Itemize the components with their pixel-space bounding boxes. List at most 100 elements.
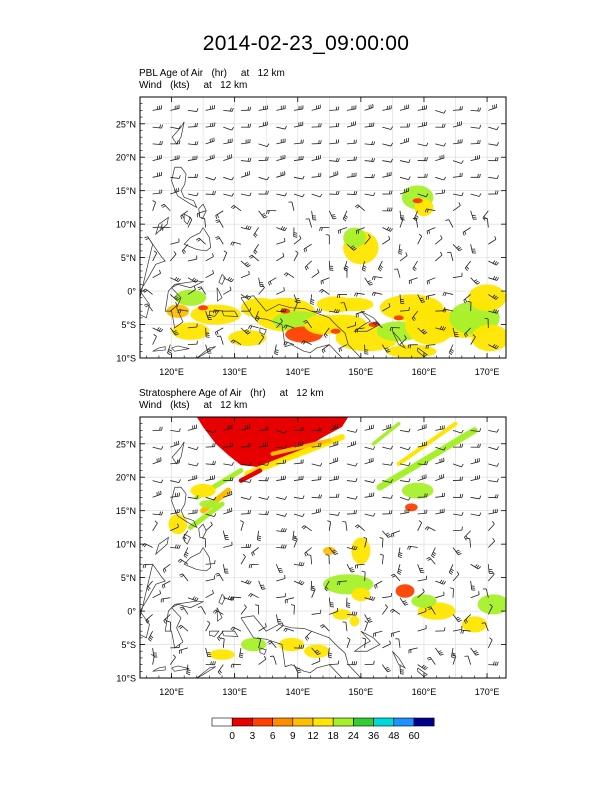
wind-barb-tick	[424, 666, 428, 670]
wind-barb	[409, 277, 418, 281]
wind-barb	[452, 513, 462, 516]
wind-barb-tick	[404, 335, 407, 339]
wind-barb-tick	[337, 493, 340, 498]
wind-barb-tick	[285, 325, 288, 329]
wind-barb-tick	[455, 549, 460, 552]
wind-barb	[205, 140, 215, 145]
coastline	[152, 666, 166, 672]
wind-barb-tick	[479, 107, 481, 112]
wind-barb-tick	[255, 317, 259, 320]
wind-barb-tick	[206, 336, 210, 338]
wind-barb	[240, 174, 250, 178]
wind-barb-tick	[214, 190, 216, 195]
wind-barb-tick	[296, 667, 300, 670]
wind-barb-tick	[398, 552, 403, 555]
wind-barb	[152, 446, 162, 450]
wind-barb-tick	[440, 235, 443, 239]
wind-barb	[470, 336, 476, 345]
wind-barb-tick	[418, 520, 422, 524]
coastline	[155, 216, 169, 236]
tracer-patch	[228, 329, 267, 346]
wind-barb-tick	[212, 460, 214, 465]
wind-barb-tick	[181, 250, 185, 255]
wind-barb-tick	[266, 143, 270, 147]
wind-barb-tick	[479, 139, 481, 144]
panel1-title-line2: Wind (kts) at 12 km	[139, 80, 248, 91]
wind-barb	[452, 547, 459, 556]
wind-barb-tick	[492, 275, 496, 280]
wind-barb-tick	[496, 661, 499, 666]
wind-barb	[311, 107, 321, 111]
wind-barb	[170, 176, 180, 179]
wind-barb	[488, 496, 498, 499]
wind-barb-tick	[328, 654, 332, 657]
wind-barb	[215, 609, 224, 615]
wind-barb	[329, 310, 339, 314]
wind-barb	[240, 160, 250, 162]
wind-barb-tick	[464, 231, 467, 235]
wind-barb-tick	[373, 512, 376, 517]
wind-barb-tick	[284, 430, 287, 434]
wind-barb-tick	[265, 511, 268, 515]
wind-barb-tick	[323, 334, 327, 339]
wind-barb	[276, 478, 286, 481]
wind-barb-tick	[456, 551, 461, 554]
wind-barb-tick	[368, 620, 373, 623]
wind-barb-tick	[281, 622, 284, 626]
wind-barb-tick	[227, 277, 231, 281]
wind-barb-tick	[197, 606, 202, 608]
coastline	[171, 166, 198, 209]
wind-barb	[311, 647, 318, 655]
wind-barb	[343, 302, 348, 312]
wind-barb-tick	[346, 637, 351, 640]
wind-barb-tick	[195, 279, 199, 283]
wind-barb-tick	[284, 544, 287, 549]
wind-barb	[417, 124, 427, 128]
wind-barb-tick	[364, 620, 368, 624]
wind-barb	[187, 478, 197, 481]
wind-barb	[232, 626, 242, 632]
wind-barb	[426, 344, 436, 346]
wind-barb	[373, 630, 383, 634]
wind-barb	[240, 580, 250, 585]
wind-barb-tick	[476, 565, 480, 569]
wind-barb	[470, 193, 480, 197]
wind-barb	[205, 623, 211, 632]
wind-barb-tick	[212, 609, 216, 613]
wind-barb	[417, 477, 427, 481]
wind-barb	[182, 530, 189, 539]
wind-barb-tick	[325, 554, 330, 556]
wind-barb-tick	[314, 649, 319, 653]
wind-barb-tick	[249, 106, 251, 111]
wind-barb	[399, 512, 409, 515]
wind-barb-tick	[261, 588, 266, 590]
coastline	[183, 547, 212, 572]
coastline	[171, 665, 190, 672]
wind-barb-tick	[475, 280, 479, 284]
wind-barb-tick	[250, 564, 253, 569]
wind-barb-tick	[427, 658, 432, 661]
wind-barb	[170, 294, 178, 301]
wind-barb-tick	[274, 353, 278, 356]
wind-barb-tick	[159, 124, 162, 129]
coastline	[218, 274, 226, 285]
wind-barb	[435, 460, 445, 465]
wind-barb	[357, 524, 365, 532]
wind-barb	[452, 327, 456, 337]
wind-barb-tick	[167, 350, 172, 354]
wind-barb	[223, 126, 232, 131]
wind-barb-tick	[182, 537, 186, 541]
wind-barb	[162, 563, 171, 570]
wind-barb-tick	[159, 426, 161, 431]
wind-barb-tick	[159, 511, 162, 515]
wind-barb	[240, 480, 250, 483]
wind-barb	[417, 427, 427, 431]
wind-barb	[223, 193, 233, 197]
wind-barb	[346, 614, 356, 616]
wind-barb-tick	[496, 126, 499, 130]
wind-barb	[487, 218, 489, 228]
wind-barb	[152, 480, 162, 484]
wind-barb-tick	[175, 333, 179, 336]
colorbar-swatch	[231, 717, 253, 727]
wind-barb-tick	[443, 627, 446, 631]
